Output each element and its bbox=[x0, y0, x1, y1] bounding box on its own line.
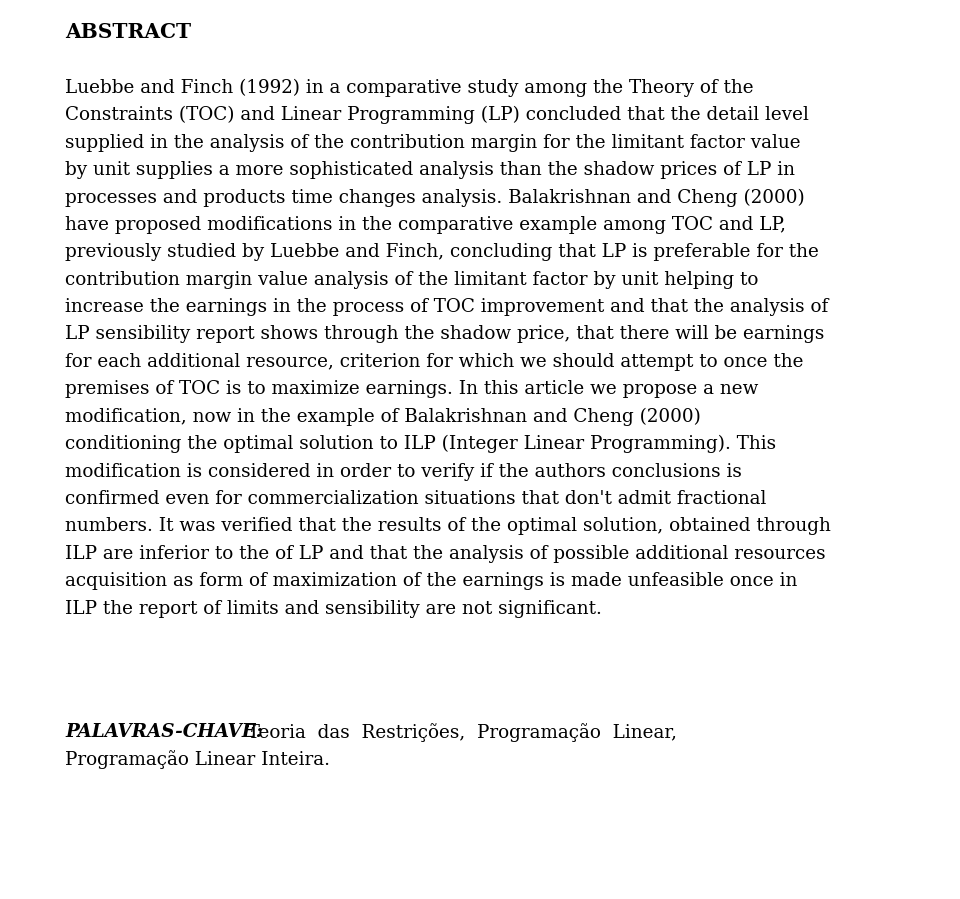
Text: Teoria  das  Restrições,  Programação  Linear,: Teoria das Restrições, Programação Linea… bbox=[236, 723, 677, 742]
Text: increase the earnings in the process of TOC improvement and that the analysis of: increase the earnings in the process of … bbox=[65, 298, 828, 316]
Text: Luebbe and Finch (1992) in a comparative study among the Theory of the: Luebbe and Finch (1992) in a comparative… bbox=[65, 79, 754, 97]
Text: supplied in the analysis of the contribution margin for the limitant factor valu: supplied in the analysis of the contribu… bbox=[65, 134, 801, 152]
Text: conditioning the optimal solution to ILP (Integer Linear Programming). This: conditioning the optimal solution to ILP… bbox=[65, 435, 777, 453]
Text: PALAVRAS-CHAVE:: PALAVRAS-CHAVE: bbox=[65, 723, 263, 741]
Text: Constraints (TOC) and Linear Programming (LP) concluded that the detail level: Constraints (TOC) and Linear Programming… bbox=[65, 106, 809, 124]
Text: modification, now in the example of Balakrishnan and Cheng (2000): modification, now in the example of Bala… bbox=[65, 408, 701, 426]
Text: ILP the report of limits and sensibility are not significant.: ILP the report of limits and sensibility… bbox=[65, 600, 602, 618]
Text: ILP are inferior to the of LP and that the analysis of possible additional resou: ILP are inferior to the of LP and that t… bbox=[65, 545, 826, 563]
Text: by unit supplies a more sophisticated analysis than the shadow prices of LP in: by unit supplies a more sophisticated an… bbox=[65, 161, 795, 179]
Text: LP sensibility report shows through the shadow price, that there will be earning: LP sensibility report shows through the … bbox=[65, 325, 825, 343]
Text: previously studied by Luebbe and Finch, concluding that LP is preferable for the: previously studied by Luebbe and Finch, … bbox=[65, 244, 819, 262]
Text: processes and products time changes analysis. Balakrishnan and Cheng (2000): processes and products time changes anal… bbox=[65, 189, 805, 207]
Text: ABSTRACT: ABSTRACT bbox=[65, 22, 191, 42]
Text: acquisition as form of maximization of the earnings is made unfeasible once in: acquisition as form of maximization of t… bbox=[65, 573, 798, 591]
Text: have proposed modifications in the comparative example among TOC and LP,: have proposed modifications in the compa… bbox=[65, 216, 786, 234]
Text: confirmed even for commercialization situations that don't admit fractional: confirmed even for commercialization sit… bbox=[65, 490, 767, 508]
Text: numbers. It was verified that the results of the optimal solution, obtained thro: numbers. It was verified that the result… bbox=[65, 518, 831, 536]
Text: modification is considered in order to verify if the authors conclusions is: modification is considered in order to v… bbox=[65, 463, 742, 481]
Text: Programação Linear Inteira.: Programação Linear Inteira. bbox=[65, 751, 330, 770]
Text: for each additional resource, criterion for which we should attempt to once the: for each additional resource, criterion … bbox=[65, 353, 804, 371]
Text: premises of TOC is to maximize earnings. In this article we propose a new: premises of TOC is to maximize earnings.… bbox=[65, 380, 758, 398]
Text: contribution margin value analysis of the limitant factor by unit helping to: contribution margin value analysis of th… bbox=[65, 271, 758, 289]
